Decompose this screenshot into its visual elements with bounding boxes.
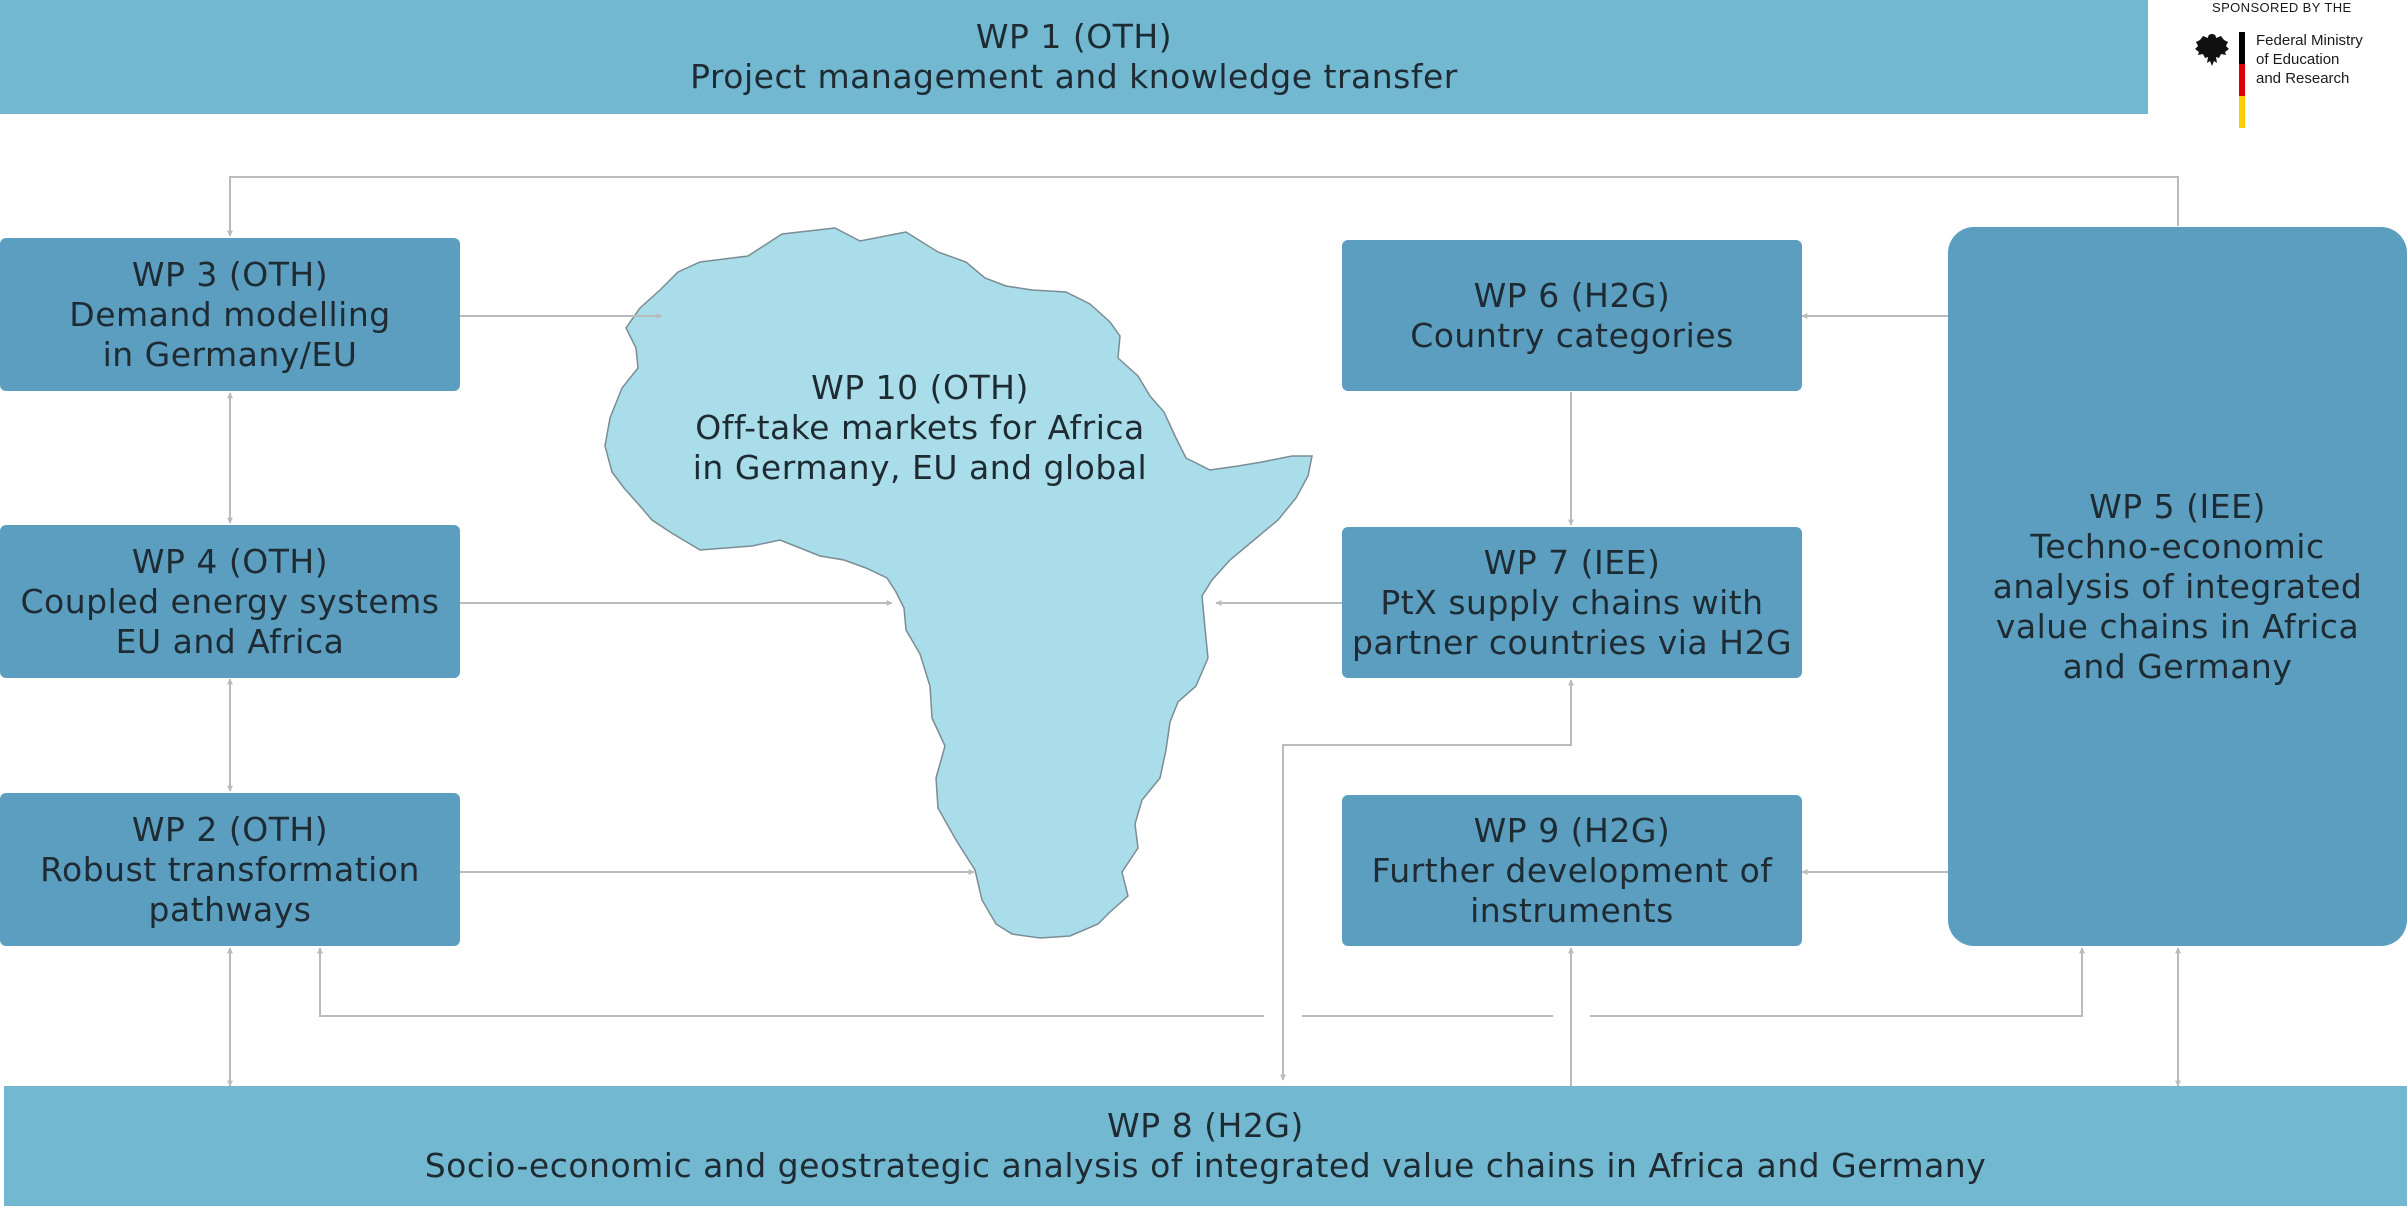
wp3-line1: Demand modelling bbox=[69, 294, 391, 334]
wp1-title: WP 1 (OTH) bbox=[975, 17, 1173, 56]
wp10-line1: Off-take markets for Africa bbox=[695, 408, 1145, 447]
wp4-box: WP 4 (OTH) Coupled energy systems EU and… bbox=[0, 525, 460, 678]
wp5-line3: value chains in Africa bbox=[1995, 606, 2360, 646]
wp9-line1: Further development of bbox=[1371, 850, 1773, 890]
wp2-line2: pathways bbox=[148, 889, 312, 929]
wp6-title: WP 6 (H2G) bbox=[1473, 275, 1671, 315]
wp1-box: WP 1 (OTH) Project management and knowle… bbox=[0, 0, 2148, 114]
wp7-box: WP 7 (IEE) PtX supply chains with partne… bbox=[1342, 527, 1802, 678]
wp6-box: WP 6 (H2G) Country categories bbox=[1342, 240, 1802, 391]
sponsor-line2: of Education bbox=[2256, 51, 2340, 68]
wp2-title: WP 2 (OTH) bbox=[131, 809, 329, 849]
wp3-line2: in Germany/EU bbox=[102, 334, 358, 374]
wp7-title: WP 7 (IEE) bbox=[1483, 542, 1661, 582]
wp2-box: WP 2 (OTH) Robust transformation pathway… bbox=[0, 793, 460, 946]
sponsor-logo: SPONSORED BY THE Federal Ministry of Edu… bbox=[2190, 0, 2407, 135]
wp8-box: WP 8 (H2G) Socio-economic and geostrateg… bbox=[4, 1086, 2407, 1206]
wp4-title: WP 4 (OTH) bbox=[131, 541, 329, 581]
wp3-box: WP 3 (OTH) Demand modelling in Germany/E… bbox=[0, 238, 460, 391]
wp9-title: WP 9 (H2G) bbox=[1473, 810, 1671, 850]
wp1-description: Project management and knowledge transfe… bbox=[690, 57, 1458, 96]
wp2-line1: Robust transformation bbox=[40, 849, 420, 889]
wp3-title: WP 3 (OTH) bbox=[131, 254, 329, 294]
wp5-box: WP 5 (IEE) Techno-economic analysis of i… bbox=[1948, 227, 2407, 946]
wp10-label: WP 10 (OTH) Off-take markets for Africa … bbox=[640, 368, 1200, 488]
federal-eagle-icon bbox=[2195, 34, 2229, 66]
wp8-title: WP 8 (H2G) bbox=[1107, 1106, 1304, 1145]
wp5-title: WP 5 (IEE) bbox=[2089, 486, 2266, 526]
wp9-box: WP 9 (H2G) Further development of instru… bbox=[1342, 795, 1802, 946]
sponsor-line1: Federal Ministry bbox=[2256, 32, 2363, 49]
wp5-line4: and Germany bbox=[2062, 646, 2293, 686]
wp4-line1: Coupled energy systems bbox=[20, 581, 440, 621]
wp5-line2: analysis of integrated bbox=[1992, 566, 2363, 606]
wp8-description: Socio-economic and geostrategic analysis… bbox=[424, 1146, 1987, 1185]
wp10-title: WP 10 (OTH) bbox=[811, 368, 1029, 407]
wp6-line1: Country categories bbox=[1410, 315, 1734, 355]
wp7-line1: PtX supply chains with bbox=[1380, 582, 1764, 622]
africa-map-icon bbox=[604, 227, 1313, 939]
wp10-line2: in Germany, EU and global bbox=[692, 448, 1148, 487]
sponsor-label: SPONSORED BY THE bbox=[2212, 0, 2352, 15]
sponsor-name: Federal Ministry of Education and Resear… bbox=[2256, 31, 2363, 88]
wp7-line2: partner countries via H2G bbox=[1351, 622, 1793, 662]
sponsor-line3: and Research bbox=[2256, 70, 2350, 87]
wp9-line2: instruments bbox=[1470, 890, 1674, 930]
wp5-line1: Techno-economic bbox=[2030, 526, 2325, 566]
german-flag-bar bbox=[2239, 32, 2245, 129]
wp4-line2: EU and Africa bbox=[115, 621, 345, 661]
